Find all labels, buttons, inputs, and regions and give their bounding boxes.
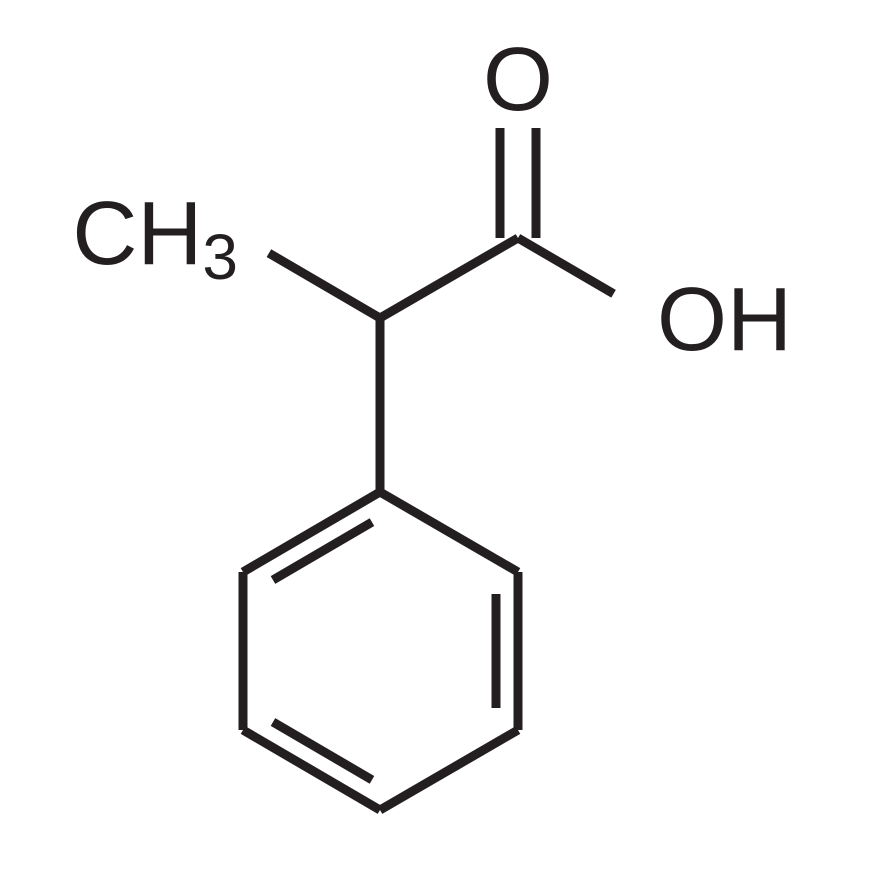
bond-c-ch3	[269, 253, 380, 318]
label-carbonyl-o: O	[483, 30, 553, 130]
ring-bond-5	[380, 492, 518, 572]
bond-c-oh	[518, 238, 614, 294]
bond-c-c-alpha	[380, 238, 518, 318]
label-hydroxyl: OH	[657, 270, 792, 370]
ring-inner-2	[273, 722, 372, 780]
label-methyl: CH3	[72, 184, 238, 293]
molecule-diagram: O OH CH3	[0, 0, 890, 890]
ring-inner-1	[273, 522, 372, 580]
ring-bond-3	[380, 730, 518, 810]
